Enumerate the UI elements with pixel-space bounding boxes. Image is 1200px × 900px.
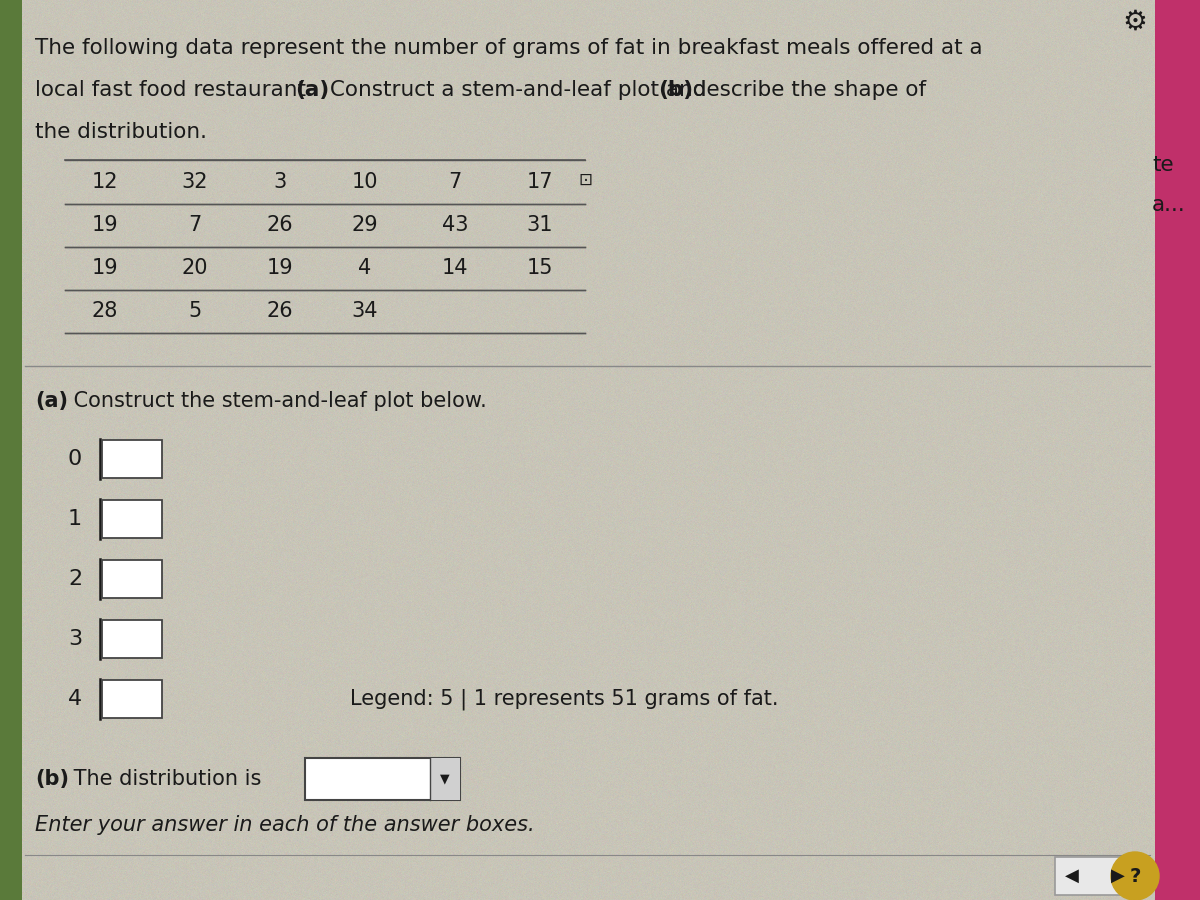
Text: 1: 1 <box>68 509 82 529</box>
Text: 20: 20 <box>181 258 209 278</box>
Text: Legend: 5 | 1 represents 51 grams of fat.: Legend: 5 | 1 represents 51 grams of fat… <box>350 688 779 710</box>
Text: 0: 0 <box>67 449 82 469</box>
Text: 32: 32 <box>181 172 209 192</box>
Text: 31: 31 <box>527 215 553 235</box>
Text: (a): (a) <box>295 80 330 100</box>
Text: a...: a... <box>1152 195 1186 215</box>
Text: Construct the stem-and-leaf plot below.: Construct the stem-and-leaf plot below. <box>67 391 487 411</box>
Bar <box>102 500 162 538</box>
Text: 29: 29 <box>352 215 378 235</box>
Text: Enter your answer in each of the answer boxes.: Enter your answer in each of the answer … <box>35 815 535 835</box>
Text: 10: 10 <box>352 172 378 192</box>
Text: 7: 7 <box>188 215 202 235</box>
Circle shape <box>1111 852 1159 900</box>
Text: The distribution is: The distribution is <box>67 769 262 789</box>
Text: describe the shape of: describe the shape of <box>686 80 926 100</box>
Text: 17: 17 <box>527 172 553 192</box>
Bar <box>430 758 460 800</box>
Bar <box>1055 857 1135 895</box>
Text: 2: 2 <box>68 569 82 589</box>
Text: 26: 26 <box>266 215 293 235</box>
Text: (b): (b) <box>658 80 694 100</box>
Text: local fast food restaurant.: local fast food restaurant. <box>35 80 319 100</box>
Text: ⊡: ⊡ <box>578 171 592 189</box>
Text: 15: 15 <box>527 258 553 278</box>
Text: 28: 28 <box>92 301 118 321</box>
Text: ◀: ◀ <box>1066 867 1079 885</box>
Bar <box>102 440 162 478</box>
Text: 19: 19 <box>91 258 119 278</box>
Text: 43: 43 <box>442 215 468 235</box>
Text: 3: 3 <box>274 172 287 192</box>
Text: 26: 26 <box>266 301 293 321</box>
Bar <box>102 620 162 658</box>
Text: ?: ? <box>1129 867 1141 886</box>
Text: ⚙: ⚙ <box>1122 8 1147 36</box>
Text: 3: 3 <box>68 629 82 649</box>
Text: 7: 7 <box>449 172 462 192</box>
Text: 4: 4 <box>359 258 372 278</box>
Text: (b): (b) <box>35 769 70 789</box>
Text: 14: 14 <box>442 258 468 278</box>
Text: ▶: ▶ <box>1111 867 1124 885</box>
Bar <box>102 560 162 598</box>
Text: Construct a stem-and-leaf plot and: Construct a stem-and-leaf plot and <box>323 80 714 100</box>
Text: 19: 19 <box>91 215 119 235</box>
Text: 12: 12 <box>91 172 119 192</box>
Text: The following data represent the number of grams of fat in breakfast meals offer: The following data represent the number … <box>35 38 983 58</box>
Text: ▼: ▼ <box>440 772 450 786</box>
Text: 19: 19 <box>266 258 293 278</box>
Text: (a): (a) <box>35 391 68 411</box>
Bar <box>1154 0 1200 900</box>
Bar <box>102 680 162 718</box>
Text: 5: 5 <box>188 301 202 321</box>
Text: the distribution.: the distribution. <box>35 122 208 142</box>
Bar <box>0 0 22 900</box>
Text: te: te <box>1152 155 1174 175</box>
Text: 4: 4 <box>68 689 82 709</box>
Text: 34: 34 <box>352 301 378 321</box>
Bar <box>305 758 460 800</box>
